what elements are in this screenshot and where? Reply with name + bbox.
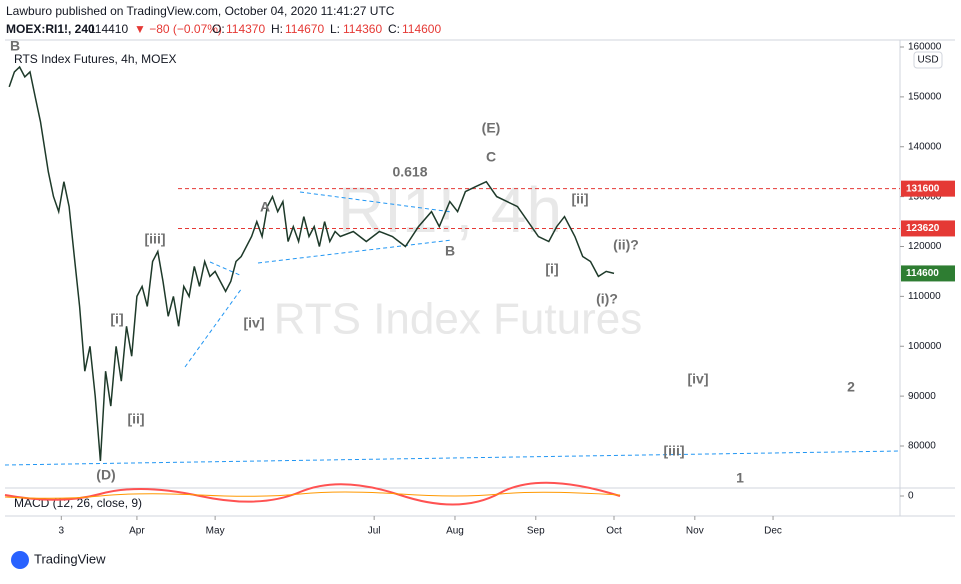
y-tick-label: 120000: [908, 241, 942, 252]
symbol: MOEX:RI1!, 240: [6, 22, 95, 36]
x-tick-label: Jul: [368, 526, 381, 537]
x-tick-label: Sep: [527, 526, 545, 537]
wave-label: (E): [482, 120, 501, 136]
wave-label: C: [486, 149, 496, 165]
level-box: [901, 265, 955, 282]
x-tick-label: Aug: [446, 526, 464, 537]
x-tick-label: Dec: [764, 526, 782, 537]
y-tick-label: 0: [908, 491, 914, 502]
level-box: [901, 180, 955, 197]
x-tick-label: 3: [59, 526, 65, 537]
wave-label: [ii]: [571, 191, 588, 207]
y-tick-label: 140000: [908, 141, 942, 152]
open-label: O:: [212, 22, 225, 36]
x-tick-label: May: [206, 526, 225, 537]
level-box: [901, 220, 955, 237]
wave-label: 0.618: [392, 164, 427, 180]
legend-row: MOEX:RI1!, 240 114410 ▼ −80 (−0.07%) O: …: [6, 22, 441, 36]
trendline: [299, 191, 453, 213]
last-price: 114410: [89, 22, 128, 36]
wave-label: (ii)?: [613, 237, 639, 253]
wave-label: [iii]: [145, 231, 166, 247]
macd-signal: [4, 491, 621, 499]
trendline: [4, 450, 901, 466]
wave-label: A: [260, 199, 270, 215]
trendline: [257, 239, 453, 264]
wave-label: (D): [96, 467, 115, 483]
close-label: C:: [388, 22, 400, 36]
wave-label: [i]: [110, 311, 123, 327]
wave-label: B: [10, 38, 20, 54]
x-tick-label: Apr: [129, 526, 145, 537]
low-label: L:: [330, 22, 340, 36]
brand[interactable]: TradingView: [34, 551, 106, 566]
x-tick-label: Oct: [606, 526, 622, 537]
y-tick-label: 160000: [908, 42, 942, 53]
y-tick-label: 150000: [908, 92, 942, 103]
y-tick-label: 90000: [908, 391, 936, 402]
wave-label: 2: [847, 379, 855, 395]
y-tick-label: 130000: [908, 191, 942, 202]
close: 114600: [402, 22, 441, 36]
currency[interactable]: USD: [917, 55, 938, 66]
wave-label: [iii]: [664, 443, 685, 459]
change: ▼ −80 (−0.07%): [134, 22, 222, 36]
open: 114370: [226, 22, 265, 36]
watermark: RI1!, 4h: [338, 174, 562, 246]
level-label: 131600: [906, 183, 940, 194]
macd-line: [4, 481, 621, 506]
chart-title: RTS Index Futures, 4h, MOEX: [14, 52, 177, 66]
publisher: Lawburo published on TradingView.com, Oc…: [6, 4, 395, 18]
currency-box[interactable]: [913, 51, 943, 69]
y-tick-label: 80000: [908, 441, 936, 452]
level-label: 114600: [906, 268, 939, 279]
watermark-subtitle: RTS Index Futures: [274, 295, 642, 344]
wave-label: 1: [736, 470, 744, 486]
brand-logo[interactable]: [11, 551, 29, 569]
level-label: 123620: [906, 223, 940, 234]
trendline: [209, 261, 243, 277]
low: 114360: [343, 22, 382, 36]
wave-label: [iv]: [244, 315, 265, 331]
wave-label: B: [445, 243, 455, 259]
price-line: [8, 65, 615, 462]
wave-label: (i)?: [596, 291, 618, 307]
y-tick-label: 100000: [908, 341, 942, 352]
x-tick-label: Nov: [686, 526, 704, 537]
high: 114670: [285, 22, 324, 36]
wave-label: [ii]: [127, 411, 144, 427]
high-label: H:: [271, 22, 283, 36]
y-tick-label: 110000: [908, 291, 941, 302]
wave-label: [i]: [545, 261, 558, 277]
trendline: [184, 287, 243, 368]
wave-label: [iv]: [688, 371, 709, 387]
